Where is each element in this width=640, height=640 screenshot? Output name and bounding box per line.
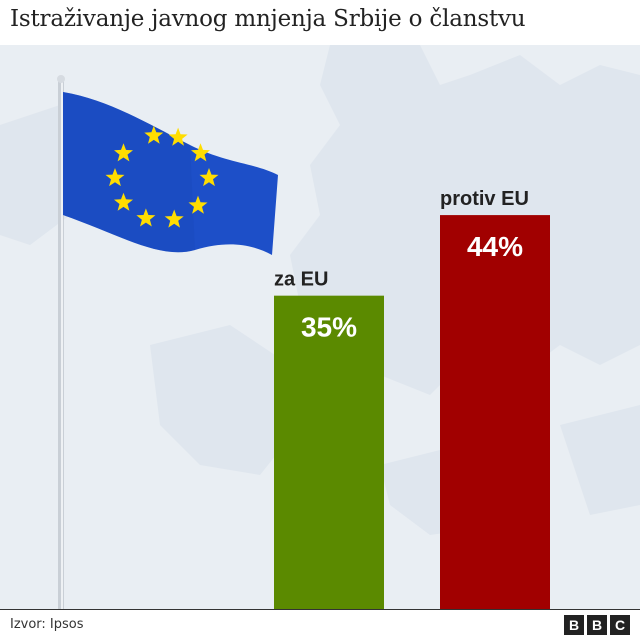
x-axis-baseline [0,609,640,610]
flag-star [144,125,164,144]
bbc-logo: B B C [564,615,630,635]
bar-za-eu [274,295,384,609]
flag-star [114,192,133,211]
source-note: Izvor: Ipsos [10,617,84,632]
flag-star [114,143,133,162]
eu-flag-illustration [57,75,278,609]
category-label-za-eu: za EU [274,269,328,291]
flag-star [136,208,156,227]
flagpole-top [57,75,65,83]
bar-chart: za EU 35% protiv EU 44% [274,188,550,609]
category-label-protiv-eu: protiv EU [440,188,529,210]
flag-star [164,209,184,228]
flag-star [191,143,210,162]
flag-stars [105,125,219,228]
flag-star [188,195,208,214]
flag-cloth [63,92,278,255]
value-label-protiv-eu: 44% [467,231,523,262]
bar-protiv-eu [440,215,550,609]
chart-title: Istraživanje javnog mnjenja Srbije o čla… [10,6,526,32]
bbc-logo-letter-2: B [587,615,607,635]
value-label-za-eu: 35% [301,312,357,343]
flag-star [168,127,188,146]
flag-star [199,168,219,187]
flag-star [105,168,125,187]
bbc-logo-letter-1: B [564,615,584,635]
bbc-logo-letter-3: C [610,615,630,635]
